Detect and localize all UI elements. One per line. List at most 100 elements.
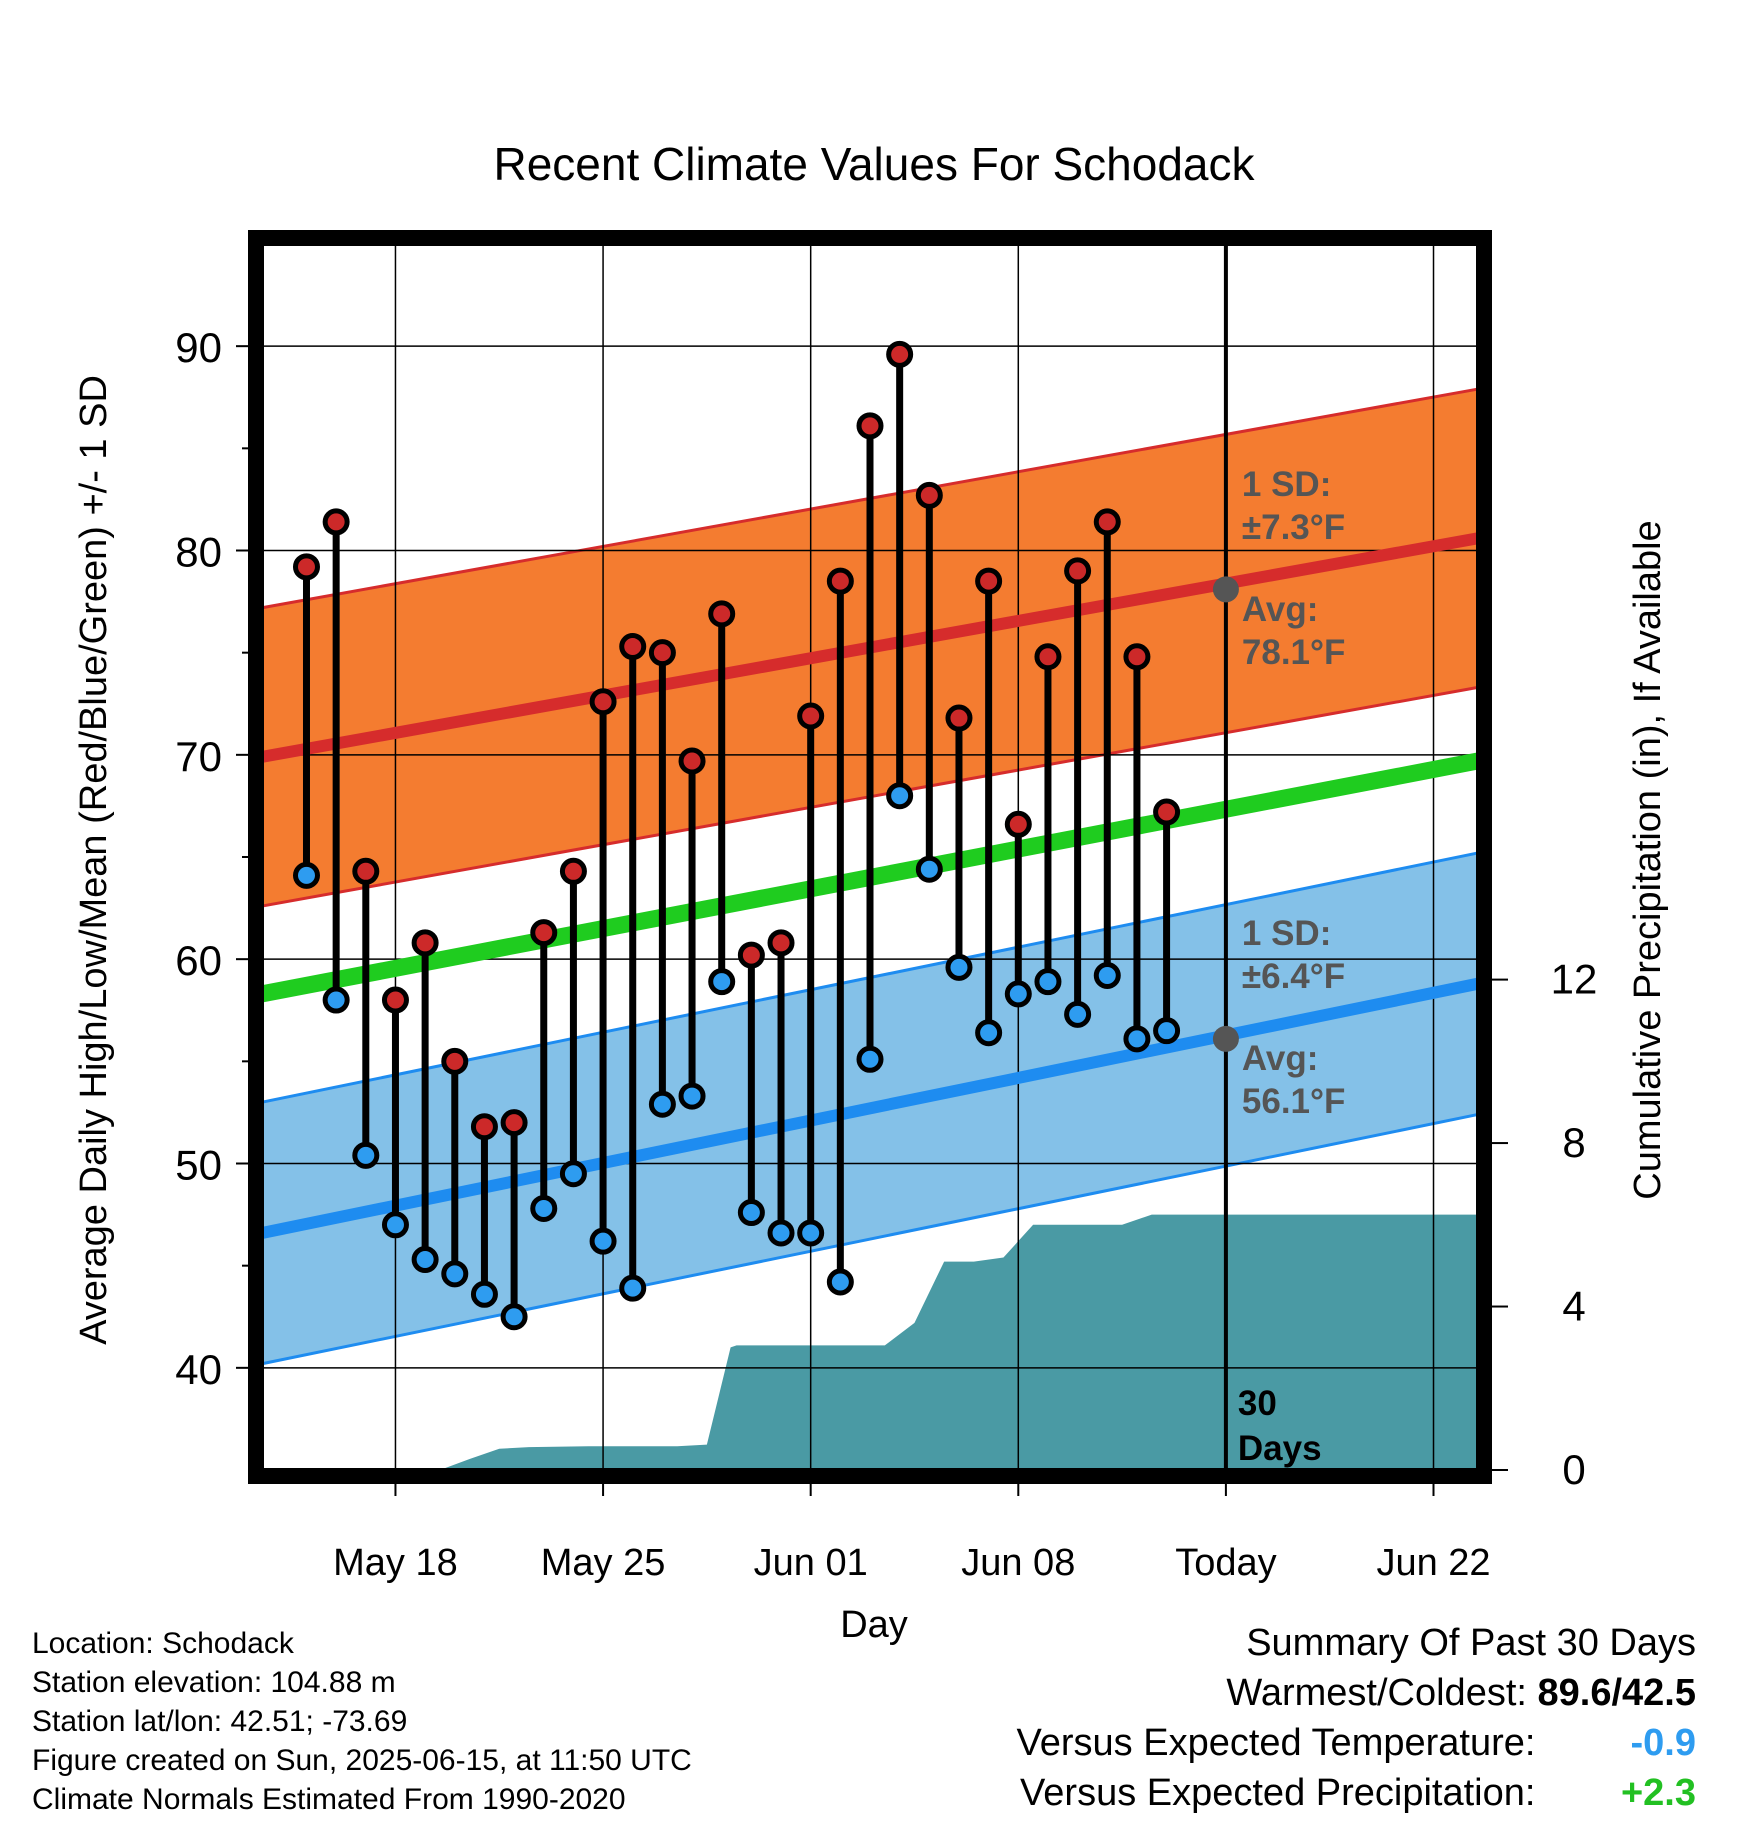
daily-low-point (678, 1082, 706, 1110)
low-sd-label: 1 SD: (1242, 914, 1331, 953)
latlon-text: Station lat/lon: 42.51; -73.69 (32, 1705, 408, 1738)
high-avg-label: Avg: (1242, 590, 1318, 629)
daily-low-point (945, 953, 973, 981)
daily-low-point (352, 1141, 380, 1169)
daily-high-point (975, 567, 1003, 595)
x-axis-label: Day (840, 1604, 908, 1646)
daily-low-point (1123, 1025, 1151, 1053)
precip-area (262, 1214, 1478, 1470)
daily-low-point (975, 1019, 1003, 1047)
daily-low-point (886, 782, 914, 810)
daily-high-point (352, 857, 380, 885)
y2-tick-label: 8 (1562, 1119, 1585, 1166)
precip-departure-value: +2.3 (1620, 1772, 1696, 1814)
y2-tick-label: 12 (1551, 956, 1598, 1003)
today-low-avg-marker (1212, 1025, 1239, 1052)
daily-high-point (1123, 643, 1151, 671)
y2-tick-label: 0 (1562, 1446, 1585, 1493)
warmest-coldest-value: 89.6/42.5 (1537, 1672, 1696, 1714)
daily-low-point (500, 1303, 528, 1331)
temp-departure-label: Versus Expected Temperature: (1016, 1722, 1536, 1764)
low-avg-value: 56.1°F (1242, 1082, 1346, 1121)
daily-low-point (322, 986, 350, 1014)
daily-low-point (1153, 1017, 1181, 1045)
chart-title: Recent Climate Values For Schodack (493, 138, 1255, 190)
daily-low-point (441, 1260, 469, 1288)
daily-low-point (292, 861, 320, 889)
y-tick-label: 60 (175, 937, 222, 984)
plot-frame (248, 230, 1492, 1484)
daily-high-point (886, 340, 914, 368)
daily-low-point (589, 1227, 617, 1255)
days-unit-label: Days (1238, 1429, 1322, 1468)
station-info: Location: Schodack Station elevation: 10… (32, 1624, 692, 1819)
x-tick-label: Today (1175, 1542, 1276, 1584)
daily-high-point (945, 704, 973, 732)
y-axis-label: Average Daily High/Low/Mean (Red/Blue/Gr… (73, 375, 115, 1345)
low-band-lower-edge (261, 1112, 1479, 1366)
daily-high-point (411, 929, 439, 957)
daily-low-point (619, 1274, 647, 1302)
daily-low-point (470, 1280, 498, 1308)
temp-departure-value: -0.9 (1630, 1722, 1696, 1764)
daily-high-point (619, 633, 647, 661)
daily-low-point (767, 1219, 795, 1247)
y-tick-label: 90 (175, 324, 222, 371)
daily-low-point (737, 1199, 765, 1227)
daily-low-point (1064, 1000, 1092, 1028)
high-sd-value: ±7.3°F (1242, 508, 1345, 547)
daily-low-point (559, 1160, 587, 1188)
summary-panel: Summary Of Past 30 Days Warmest/Coldest:… (1017, 1618, 1696, 1818)
daily-high-point (559, 857, 587, 885)
daily-high-point (767, 929, 795, 957)
daily-high-point (797, 702, 825, 730)
daily-high-point (648, 639, 676, 667)
created-text: Figure created on Sun, 2025-06-15, at 11… (32, 1744, 692, 1777)
daily-low-point (411, 1246, 439, 1274)
daily-high-point (1153, 798, 1181, 826)
warmest-coldest-label: Warmest/Coldest: (1226, 1672, 1527, 1714)
daily-high-point (708, 600, 736, 628)
normal-low-line (260, 977, 1480, 1239)
daily-low-point (381, 1211, 409, 1239)
daily-low-point (1093, 962, 1121, 990)
high-sd-label: 1 SD: (1242, 465, 1331, 504)
today-high-avg-marker (1212, 576, 1239, 603)
daily-high-point (826, 567, 854, 595)
daily-low-point (708, 968, 736, 996)
high-avg-value: 78.1°F (1242, 633, 1346, 672)
daily-high-point (915, 481, 943, 509)
low-sd-value: ±6.4°F (1242, 957, 1345, 996)
x-tick-label: Jun 08 (961, 1542, 1075, 1584)
normals-text: Climate Normals Estimated From 1990-2020 (32, 1783, 626, 1816)
summary-title: Summary Of Past 30 Days (1246, 1622, 1696, 1664)
precip-departure-label: Versus Expected Precipitation: (1020, 1772, 1536, 1814)
y2-axis-label: Cumulative Precipitation (in), If Availa… (1627, 520, 1669, 1199)
elevation-text: Station elevation: 104.88 m (32, 1666, 396, 1699)
daily-high-point (500, 1109, 528, 1137)
daily-high-point (381, 986, 409, 1014)
daily-low-point (648, 1090, 676, 1118)
y-tick-label: 70 (175, 733, 222, 780)
daily-high-point (292, 553, 320, 581)
daily-low-point (856, 1045, 884, 1073)
daily-high-point (1004, 810, 1032, 838)
daily-high-point (322, 508, 350, 536)
daily-high-point (678, 747, 706, 775)
daily-low-point (915, 855, 943, 883)
x-tick-label: Jun 01 (754, 1542, 868, 1584)
y-tick-label: 50 (175, 1142, 222, 1189)
daily-high-point (589, 688, 617, 716)
daily-high-point (441, 1047, 469, 1075)
daily-low-point (1034, 968, 1062, 996)
daily-low-point (530, 1194, 558, 1222)
location-text: Location: Schodack (32, 1627, 294, 1660)
daily-low-point (826, 1268, 854, 1296)
daily-high-point (737, 941, 765, 969)
x-tick-label: Jun 22 (1376, 1542, 1490, 1584)
daily-low-point (1004, 980, 1032, 1008)
precip-departure-row: Versus Expected Precipitation: +2.3 (1017, 1768, 1696, 1818)
daily-high-point (1093, 508, 1121, 536)
x-tick-label: May 25 (541, 1542, 666, 1584)
